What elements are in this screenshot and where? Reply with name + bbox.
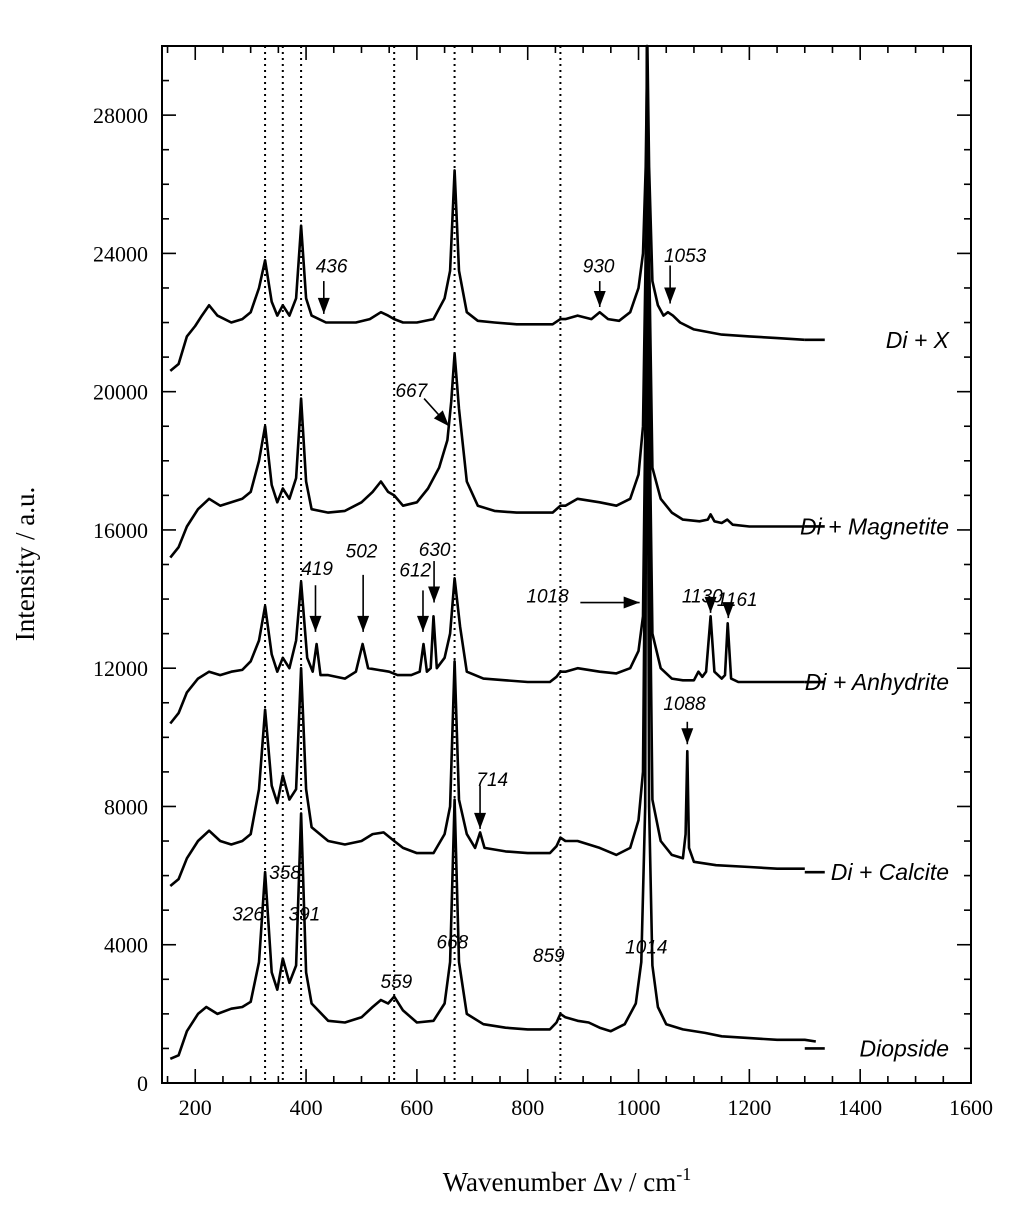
series-line-di-magnetite	[169, 96, 805, 559]
peak-arrowhead-714	[474, 812, 487, 829]
peak-arrowhead-1088	[681, 728, 694, 745]
peak-label-714: 714	[476, 770, 508, 791]
series-label-di-calcite: Di + Calcite	[831, 859, 949, 885]
peak-label-930: 930	[583, 256, 615, 277]
x-tick-label-1600: 1600	[949, 1095, 993, 1120]
series-line-di-calcite	[169, 79, 805, 887]
peak-label-668: 668	[437, 932, 469, 953]
x-tick-label-800: 800	[511, 1095, 544, 1120]
peak-arrowhead-1161	[722, 602, 735, 619]
series-label-diopside: Diopside	[860, 1035, 950, 1061]
peak-arrowhead-930	[593, 290, 606, 307]
peak-arrowhead-502	[357, 615, 370, 632]
peak-label-391: 391	[289, 905, 321, 926]
y-tick-label-16000: 16000	[93, 518, 148, 543]
series-line-diopside	[169, 44, 816, 1060]
peak-label-1088: 1088	[663, 694, 706, 715]
y-tick-label-28000: 28000	[93, 103, 148, 128]
peak-label-612: 612	[399, 561, 431, 582]
series-label-di-anhydrite: Di + Anhydrite	[805, 669, 949, 695]
peak-arrowhead-1130	[704, 596, 717, 613]
peak-label-436: 436	[316, 256, 348, 277]
x-tick-label-1400: 1400	[838, 1095, 882, 1120]
x-tick-label-1200: 1200	[727, 1095, 771, 1120]
y-tick-label-20000: 20000	[93, 380, 148, 405]
spectra-series: Diopside Di + Calcite Di + Anhydrite Di + M…	[169, 44, 951, 1061]
peak-label-559: 559	[381, 972, 413, 993]
series-label-di-magnetite: Di + Magnetite	[800, 513, 949, 539]
peak-label-1053: 1053	[664, 246, 707, 267]
plot-axes	[161, 45, 972, 1084]
peak-arrowhead-612	[416, 615, 429, 632]
peak-label-358: 358	[269, 863, 301, 884]
peak-label-1161: 1161	[717, 590, 758, 611]
peak-label-326: 326	[232, 905, 264, 926]
y-axis-title: Intensity / a.u.	[10, 487, 40, 641]
y-tick-label-24000: 24000	[93, 241, 148, 266]
plot-frame	[161, 45, 972, 1084]
x-axis-title: Wavenumber Δν / cm-1	[443, 1164, 692, 1197]
x-tick-label-400: 400	[290, 1095, 323, 1120]
peak-label-419: 419	[301, 559, 333, 580]
x-axis-title-main: Wavenumber Δν / cm	[443, 1167, 677, 1197]
x-tick-label-200: 200	[179, 1095, 212, 1120]
x-axis-title-superscript: -1	[676, 1164, 691, 1184]
series-label-di-x: Di + X	[886, 327, 951, 353]
dotted-guide-lines	[264, 46, 562, 1083]
peak-arrowhead-1018	[623, 596, 640, 609]
axis-ticks: 200 400 600 800 1000 1200 1400 1600040008000120…	[93, 46, 993, 1120]
x-tick-label-600: 600	[400, 1095, 433, 1120]
peak-label-1018: 1018	[526, 587, 569, 608]
x-tick-label-1000: 1000	[617, 1095, 661, 1120]
peak-arrowhead-1053	[664, 287, 677, 304]
peak-label-630: 630	[419, 540, 451, 561]
peak-arrowhead-667	[433, 410, 450, 427]
peak-arrowhead-436	[317, 297, 330, 314]
y-tick-label-8000: 8000	[104, 794, 148, 819]
peak-label-1014: 1014	[625, 937, 667, 958]
y-tick-label-12000: 12000	[93, 656, 148, 681]
peak-arrowhead-419	[309, 615, 322, 632]
peak-label-859: 859	[533, 946, 565, 967]
peak-arrowhead-630	[428, 586, 441, 603]
y-tick-label-0: 0	[137, 1071, 148, 1096]
series-line-di-x	[169, 44, 805, 372]
series-line-di-anhydrite	[169, 79, 805, 725]
peak-label-667: 667	[395, 381, 428, 402]
y-tick-label-4000: 4000	[104, 933, 148, 958]
peak-label-502: 502	[346, 542, 378, 563]
